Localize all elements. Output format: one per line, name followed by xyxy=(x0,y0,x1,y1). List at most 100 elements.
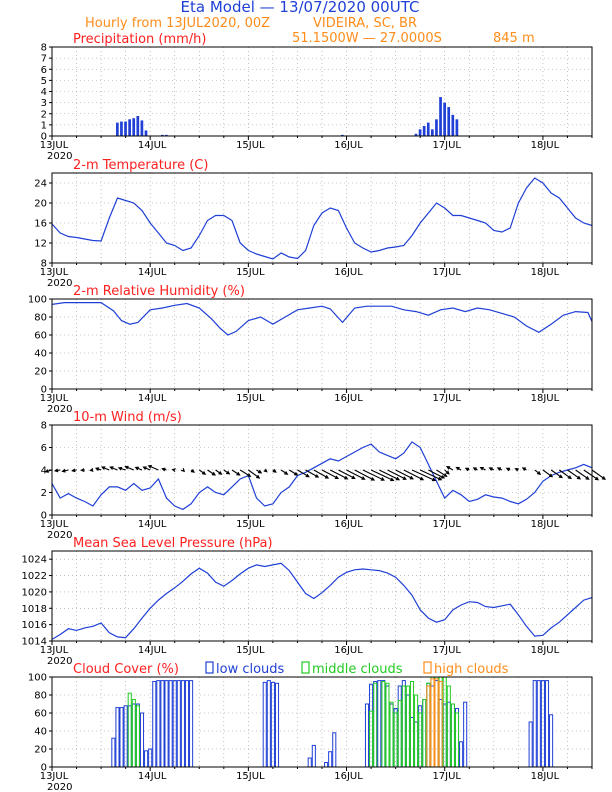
precip-bar xyxy=(435,119,438,136)
y-tick-label: 6 xyxy=(41,65,47,76)
legend-swatch xyxy=(205,661,214,674)
wind-arrow xyxy=(280,469,289,475)
wind-arrow xyxy=(134,466,143,471)
cloud-bar xyxy=(438,681,443,768)
y-tick-label: 40 xyxy=(34,727,47,738)
x-tick-label: 17JUL xyxy=(432,645,461,656)
cloud-bar xyxy=(160,680,165,768)
wind-arrow xyxy=(305,469,320,478)
cloud-bar xyxy=(307,757,312,768)
precip-bar xyxy=(124,121,127,136)
y-tick-label: 2 xyxy=(41,488,47,499)
panel-frame xyxy=(51,172,593,264)
panel-title: Mean Sea Level Pressure (hPa) xyxy=(73,536,273,551)
cloud-bar xyxy=(324,762,329,768)
wind-arrow xyxy=(215,469,223,475)
panel-frame xyxy=(51,424,593,516)
x-tick-label: 13JUL xyxy=(40,519,69,530)
wind-arrow xyxy=(248,469,261,479)
y-tick-label: 4 xyxy=(41,466,47,477)
wind-arrow xyxy=(550,469,563,479)
cloud-bar xyxy=(373,682,378,768)
precip-bar xyxy=(431,129,434,136)
x-tick-label: 14JUL xyxy=(138,645,167,656)
precip-bar xyxy=(132,118,136,136)
cloud-bar xyxy=(454,712,460,768)
wind-arrow xyxy=(231,469,241,476)
x-tick-label: 17JUL xyxy=(432,140,461,151)
wind-arrow xyxy=(61,468,69,473)
wind-arrow xyxy=(521,467,527,471)
cloud-bar xyxy=(115,707,120,768)
wind-arrow xyxy=(256,469,263,474)
x-tick-label: 14JUL xyxy=(138,519,167,530)
cloud-bar xyxy=(528,721,533,768)
y-tick-label: 16 xyxy=(34,219,47,230)
cloud-bar xyxy=(332,732,337,768)
precip-bar xyxy=(136,115,140,136)
x-year-label: 2020 xyxy=(47,278,72,289)
wind-arrow xyxy=(370,469,395,482)
cloud-bar xyxy=(164,680,169,768)
mslp-series-line xyxy=(52,562,592,640)
precip-bar xyxy=(455,119,459,136)
cloud-bar xyxy=(409,681,415,768)
cloud-bar xyxy=(311,744,316,768)
y-tick-label: 100 xyxy=(28,295,47,306)
header-coordinates: 51.1500W — 27.0000S xyxy=(292,31,442,46)
wind-arrow xyxy=(403,469,425,481)
x-tick-label: 15JUL xyxy=(236,267,265,278)
y-tick-label: 20 xyxy=(34,367,47,378)
cloud-bar xyxy=(430,678,435,768)
x-tick-label: 15JUL xyxy=(236,645,265,656)
y-tick-label: 1018 xyxy=(22,604,47,615)
precip-bar xyxy=(426,122,430,136)
x-tick-label: 18JUL xyxy=(531,393,560,404)
wind-arrow xyxy=(567,469,582,480)
panel-frame xyxy=(51,46,593,137)
x-tick-label: 13JUL xyxy=(40,771,69,782)
x-tick-label: 17JUL xyxy=(432,393,461,404)
precip-bar xyxy=(144,130,148,136)
x-tick-label: 17JUL xyxy=(432,267,461,278)
wind-arrow xyxy=(44,469,53,473)
x-tick-label: 16JUL xyxy=(334,519,363,530)
x-tick-label: 14JUL xyxy=(138,771,167,782)
wind-arrow xyxy=(117,466,126,471)
precip-bar xyxy=(128,119,131,136)
precip-bar xyxy=(120,121,123,136)
x-tick-label: 15JUL xyxy=(236,393,265,404)
panel-wind: 0 2 4 6 8 13JUL2020 14JUL 15JUL 16JUL 17JUL 18JUL 1… xyxy=(40,410,606,541)
y-tick-label: 5 xyxy=(41,76,47,87)
panel-title: 2-m Relative Humidity (%) xyxy=(73,284,245,299)
precip-bar xyxy=(439,97,442,136)
cloud-bar xyxy=(144,750,149,768)
y-tick-label: 0 xyxy=(41,385,47,396)
cloud-bar xyxy=(180,680,185,768)
wind-arrow xyxy=(514,467,519,472)
x-tick-label: 14JUL xyxy=(138,393,167,404)
cloud-bar xyxy=(450,703,455,768)
wind-arrow xyxy=(239,469,252,477)
cloud-bar xyxy=(189,680,194,768)
legend-swatch xyxy=(423,661,432,674)
wind-arrow xyxy=(53,468,61,473)
rh-series-line xyxy=(52,302,592,336)
y-tick-label: 8 xyxy=(41,259,47,270)
wind-arrow xyxy=(198,469,207,475)
wind-arrow xyxy=(89,468,94,472)
y-tick-label: 1022 xyxy=(22,571,47,582)
y-tick-label: 20 xyxy=(34,199,47,210)
wind-arrow xyxy=(445,465,454,471)
panel-title: Precipitation (mm/h) xyxy=(73,32,206,47)
wind-arrow xyxy=(71,468,77,473)
wind-arrow xyxy=(223,469,231,475)
cloud-bar xyxy=(463,701,468,768)
x-tick-label: 15JUL xyxy=(236,140,265,151)
x-year-label: 2020 xyxy=(47,782,72,792)
y-tick-label: 40 xyxy=(34,349,47,360)
cloud-bar xyxy=(549,714,554,768)
x-tick-label: 13JUL xyxy=(40,267,69,278)
